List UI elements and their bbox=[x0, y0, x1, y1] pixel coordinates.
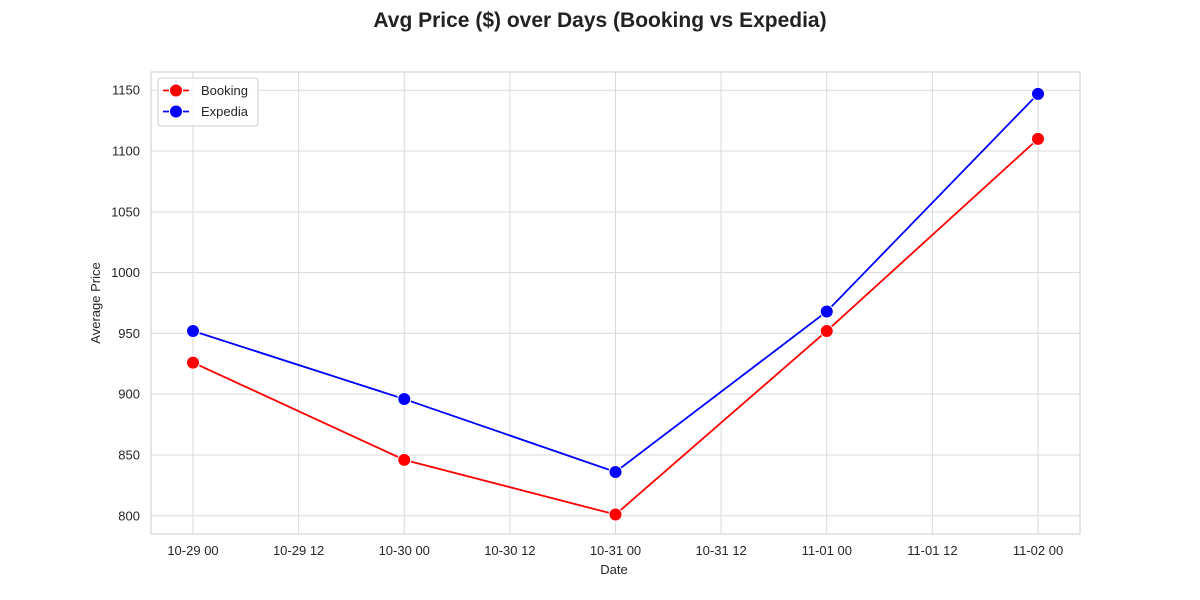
x-tick-label: 10-31 00 bbox=[590, 543, 641, 558]
x-tick-label: 10-29 00 bbox=[167, 543, 218, 558]
legend: Booking Expedia bbox=[157, 77, 259, 127]
plot-area bbox=[150, 71, 1081, 535]
y-tick-label: 1000 bbox=[111, 265, 140, 280]
x-tick-label: 10-31 12 bbox=[695, 543, 746, 558]
y-tick-label: 900 bbox=[118, 387, 140, 402]
data-point bbox=[397, 452, 412, 467]
legend-label: Booking bbox=[201, 83, 248, 98]
x-tick-label: 11-01 00 bbox=[802, 543, 852, 558]
legend-item: Expedia bbox=[163, 104, 249, 119]
legend-marker bbox=[169, 83, 183, 98]
x-tick-label: 10-30 00 bbox=[379, 543, 430, 558]
x-tick-label: 11-02 00 bbox=[1013, 543, 1063, 558]
data-point bbox=[186, 323, 200, 338]
y-tick-label: 800 bbox=[118, 508, 140, 523]
y-tick-label: 1150 bbox=[112, 83, 140, 98]
data-point bbox=[608, 507, 623, 522]
x-tick-label: 11-01 12 bbox=[907, 543, 957, 558]
series-booking bbox=[186, 131, 1045, 522]
data-point bbox=[397, 392, 412, 407]
data-point bbox=[819, 304, 834, 319]
data-point bbox=[186, 355, 200, 370]
y-axis-label: Average Price bbox=[88, 262, 103, 343]
chart-title: Avg Price ($) over Days (Booking vs Expe… bbox=[373, 9, 827, 32]
legend-label: Expedia bbox=[201, 104, 249, 119]
y-tick-label: 1050 bbox=[111, 204, 140, 219]
data-point bbox=[819, 323, 834, 338]
grid bbox=[151, 72, 1080, 534]
data-point bbox=[1031, 131, 1045, 146]
legend-marker bbox=[169, 104, 183, 119]
y-tick-label: 950 bbox=[118, 326, 140, 341]
series-expedia bbox=[186, 86, 1045, 479]
y-tick-label: 1100 bbox=[112, 144, 140, 159]
x-tick-label: 10-29 12 bbox=[273, 543, 324, 558]
y-tick-label: 850 bbox=[118, 447, 140, 462]
data-point bbox=[1031, 86, 1045, 101]
data-point bbox=[608, 464, 623, 479]
series bbox=[186, 86, 1045, 522]
x-tick-label: 10-30 12 bbox=[484, 543, 535, 558]
legend-item: Booking bbox=[163, 83, 248, 98]
x-axis-label: Date bbox=[600, 562, 627, 577]
tick-labels: 10-29 00 10-29 12 10-30 00 10-30 12 10-31 00… bbox=[111, 83, 1063, 558]
